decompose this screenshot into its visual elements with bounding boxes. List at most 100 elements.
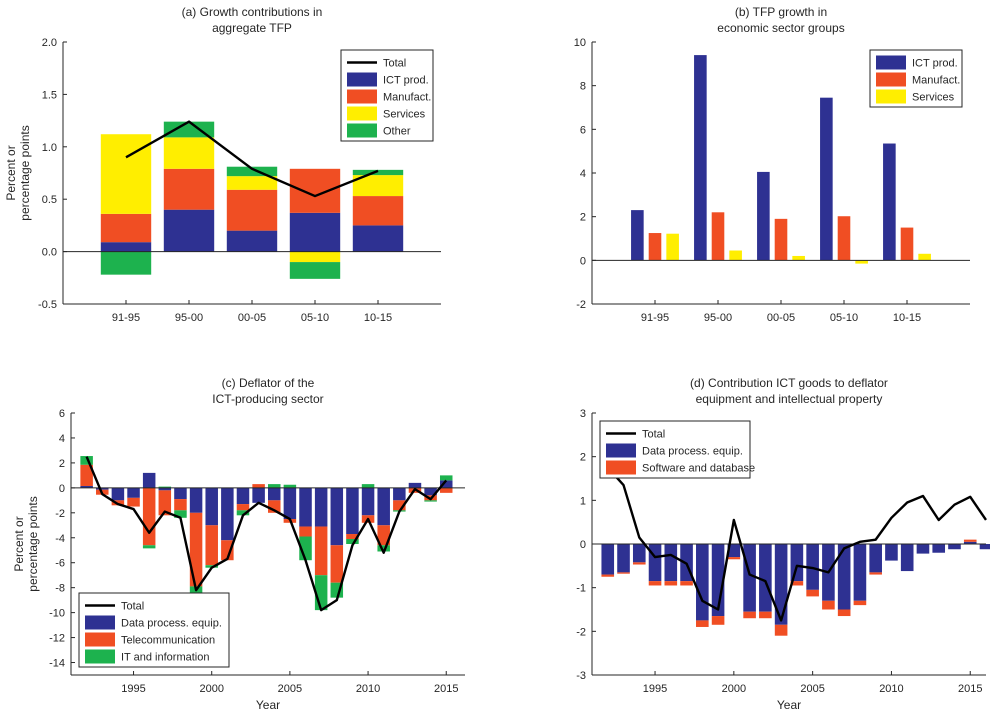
panel-d: (d) Contribution ICT goods to deflator eq… — [576, 376, 990, 712]
bar — [837, 609, 851, 617]
y-tick-label: -2 — [576, 626, 586, 638]
x-tick-label: 91-95 — [641, 312, 669, 324]
bar — [727, 557, 741, 560]
bar — [377, 545, 390, 552]
legend-swatch — [606, 443, 636, 458]
legend-label: Software and database — [642, 463, 755, 475]
bar — [837, 544, 851, 610]
bar — [289, 168, 341, 213]
legend: Total ICT prod. Manufact. Services Other — [340, 49, 434, 142]
bar — [918, 253, 931, 261]
x-axis-label: Year — [777, 698, 801, 712]
bar — [694, 55, 707, 261]
y-tick-label: 4 — [580, 168, 586, 180]
bar — [127, 487, 140, 498]
legend-label: Telecommunication — [121, 635, 215, 647]
bar — [163, 209, 215, 252]
bar — [361, 487, 375, 516]
y-tick-label: 0 — [580, 255, 586, 267]
legend-label: Total — [121, 601, 144, 613]
bar — [289, 251, 341, 263]
bar — [727, 544, 741, 558]
legend: Total Data process. equip. Software and da… — [599, 420, 755, 479]
bar — [221, 487, 234, 541]
x-tick-label: 00-05 — [238, 312, 266, 324]
y-tick-label: 2.0 — [42, 37, 57, 49]
bar — [932, 544, 946, 553]
bar — [664, 581, 678, 586]
legend-swatch — [606, 460, 636, 475]
bar — [648, 233, 662, 261]
bar — [174, 499, 187, 511]
bar — [837, 216, 851, 261]
y-tick-label: 10 — [574, 37, 586, 49]
legend-swatch — [347, 89, 377, 104]
bar — [820, 97, 833, 261]
bar — [236, 510, 250, 516]
bar — [221, 540, 234, 561]
bar — [439, 480, 453, 488]
chart-title-line-2: aggregate TFP — [212, 21, 292, 35]
x-tick-label: 95-00 — [704, 312, 732, 324]
bar — [352, 196, 404, 226]
bar — [96, 487, 109, 490]
x-tick-label: 10-15 — [364, 312, 392, 324]
bar — [283, 484, 297, 488]
bar — [163, 137, 215, 169]
legend-swatch — [85, 632, 115, 647]
x-tick-label: 2005 — [800, 683, 824, 695]
y-tick-label: -2 — [55, 508, 65, 520]
bar — [424, 487, 437, 496]
bar — [100, 251, 152, 275]
y-axis-label-line-2: percentage points — [26, 496, 40, 591]
x-tick-label: 2005 — [278, 683, 302, 695]
bar — [424, 500, 437, 502]
bar — [189, 487, 203, 513]
bar — [142, 487, 156, 546]
chart-title-line-2: economic sector groups — [717, 21, 844, 35]
bar — [601, 574, 615, 577]
bar — [346, 539, 359, 544]
legend-label: Total — [642, 429, 665, 441]
bar — [743, 544, 756, 612]
bar — [346, 487, 359, 535]
legend-label: Services — [383, 109, 426, 121]
bar — [696, 544, 709, 621]
bar — [80, 464, 93, 486]
bar — [648, 544, 662, 582]
bar — [268, 487, 281, 501]
legend-label: Data process. equip. — [642, 446, 743, 458]
y-tick-label: 0.5 — [42, 194, 57, 206]
chart-title-line-2: ICT-producing sector — [212, 392, 323, 406]
bar — [664, 544, 678, 582]
y-tick-label: 1 — [580, 495, 586, 507]
bar — [757, 171, 770, 261]
bar — [439, 487, 453, 493]
bar — [963, 539, 977, 542]
bar — [632, 562, 646, 565]
bar — [632, 544, 646, 563]
bar — [855, 260, 868, 264]
bar — [142, 472, 156, 488]
bar — [377, 487, 390, 526]
legend: ICT prod. Manufact. Services — [869, 49, 963, 108]
y-tick-label: 0 — [59, 483, 65, 495]
y-tick-label: -4 — [55, 533, 65, 545]
bar — [158, 486, 172, 488]
legend-label: Manufact. — [912, 75, 960, 87]
legend: Total Data process. equip. Telecommunicati… — [78, 592, 230, 668]
bar — [822, 600, 835, 610]
y-axis-label-line-1: Percent or — [4, 145, 18, 200]
bar — [299, 526, 312, 537]
x-tick-label: 05-10 — [301, 312, 329, 324]
bar — [330, 545, 344, 583]
bar — [883, 143, 896, 261]
bar — [900, 227, 914, 261]
total-line — [606, 466, 987, 622]
x-tick-label: 2015 — [434, 683, 458, 695]
y-tick-label: 8 — [580, 81, 586, 93]
bar — [853, 600, 867, 606]
bar — [617, 544, 630, 573]
bar — [268, 484, 281, 488]
